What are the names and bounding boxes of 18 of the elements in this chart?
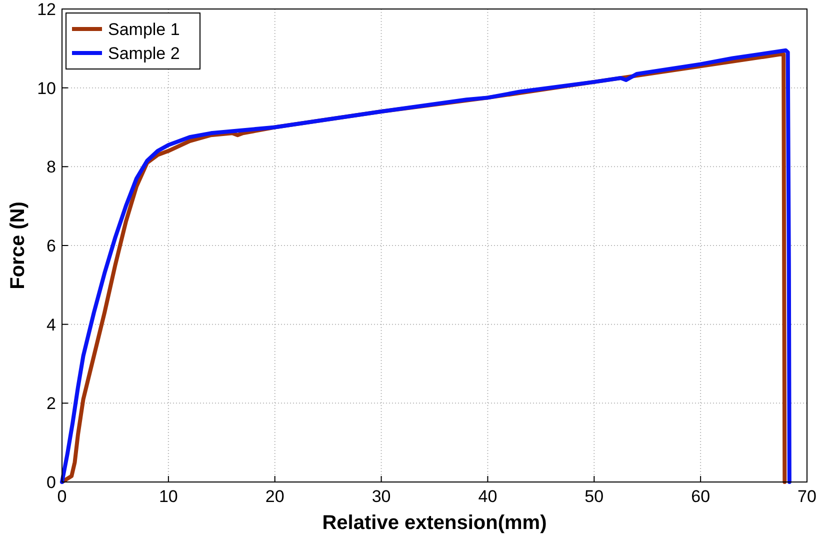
y-tick-label: 2 — [46, 394, 56, 414]
legend-label: Sample 2 — [108, 44, 180, 63]
y-tick-label: 12 — [37, 0, 56, 19]
y-tick-label: 0 — [46, 473, 56, 492]
y-tick-label: 8 — [46, 158, 56, 177]
x-tick-label: 40 — [478, 487, 498, 506]
x-tick-label: 20 — [265, 487, 284, 506]
y-tick-label: 4 — [46, 315, 56, 334]
x-axis-title: Relative extension(mm) — [322, 512, 547, 534]
y-tick-label: 10 — [37, 78, 56, 98]
x-tick-label: 50 — [584, 487, 604, 506]
legend-label: Sample 1 — [108, 20, 180, 39]
y-tick-label: 6 — [46, 236, 56, 256]
x-tick-label: 60 — [691, 487, 710, 506]
y-axis-title: Force (N) — [7, 202, 29, 290]
x-tick-label: 30 — [372, 487, 391, 506]
x-tick-label: 10 — [158, 487, 178, 506]
x-tick-label: 70 — [798, 487, 816, 506]
